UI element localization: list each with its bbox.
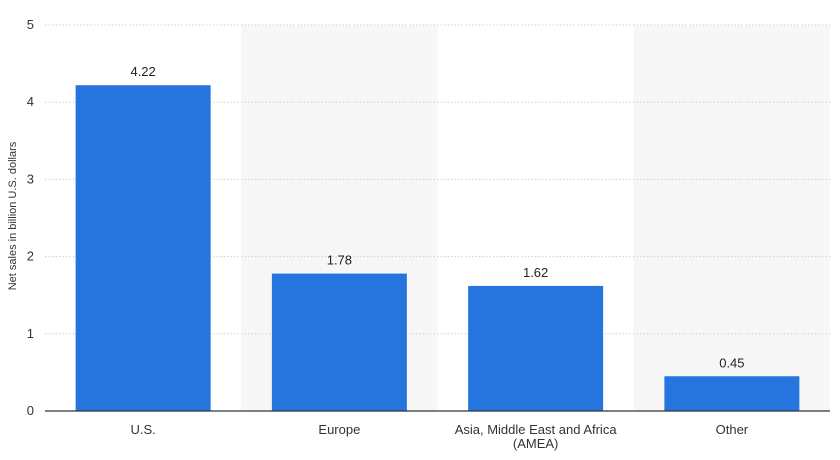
bars xyxy=(75,85,800,411)
category-label: Asia, Middle East and Africa (AMEA) xyxy=(455,422,618,451)
bar xyxy=(75,85,211,411)
category-labels: U.S. Europe Asia, Middle East and Africa (A… xyxy=(130,422,748,451)
y-axis-title: Net sales in billion U.S. dollars xyxy=(7,141,19,290)
category-band xyxy=(633,25,830,411)
y-tick-label: 4 xyxy=(27,94,34,109)
y-tick-labels: 0 1 2 3 4 5 xyxy=(27,17,34,418)
y-tick-label: 5 xyxy=(27,17,34,32)
y-tick-label: 3 xyxy=(27,171,34,186)
value-label: 0.45 xyxy=(719,355,744,370)
category-label: U.S. xyxy=(130,422,155,437)
value-label: 4.22 xyxy=(130,64,155,79)
value-labels: 4.22 1.78 1.62 0.45 xyxy=(130,64,744,370)
category-label: Other xyxy=(716,422,749,437)
value-label: 1.62 xyxy=(523,265,548,280)
y-tick-label: 1 xyxy=(27,326,34,341)
y-tick-label: 2 xyxy=(27,249,34,264)
category-label: Europe xyxy=(318,422,360,437)
bar xyxy=(271,273,407,411)
value-label: 1.78 xyxy=(327,253,352,268)
y-tick-label: 0 xyxy=(27,403,34,418)
bar xyxy=(468,285,604,411)
bar xyxy=(664,376,800,411)
